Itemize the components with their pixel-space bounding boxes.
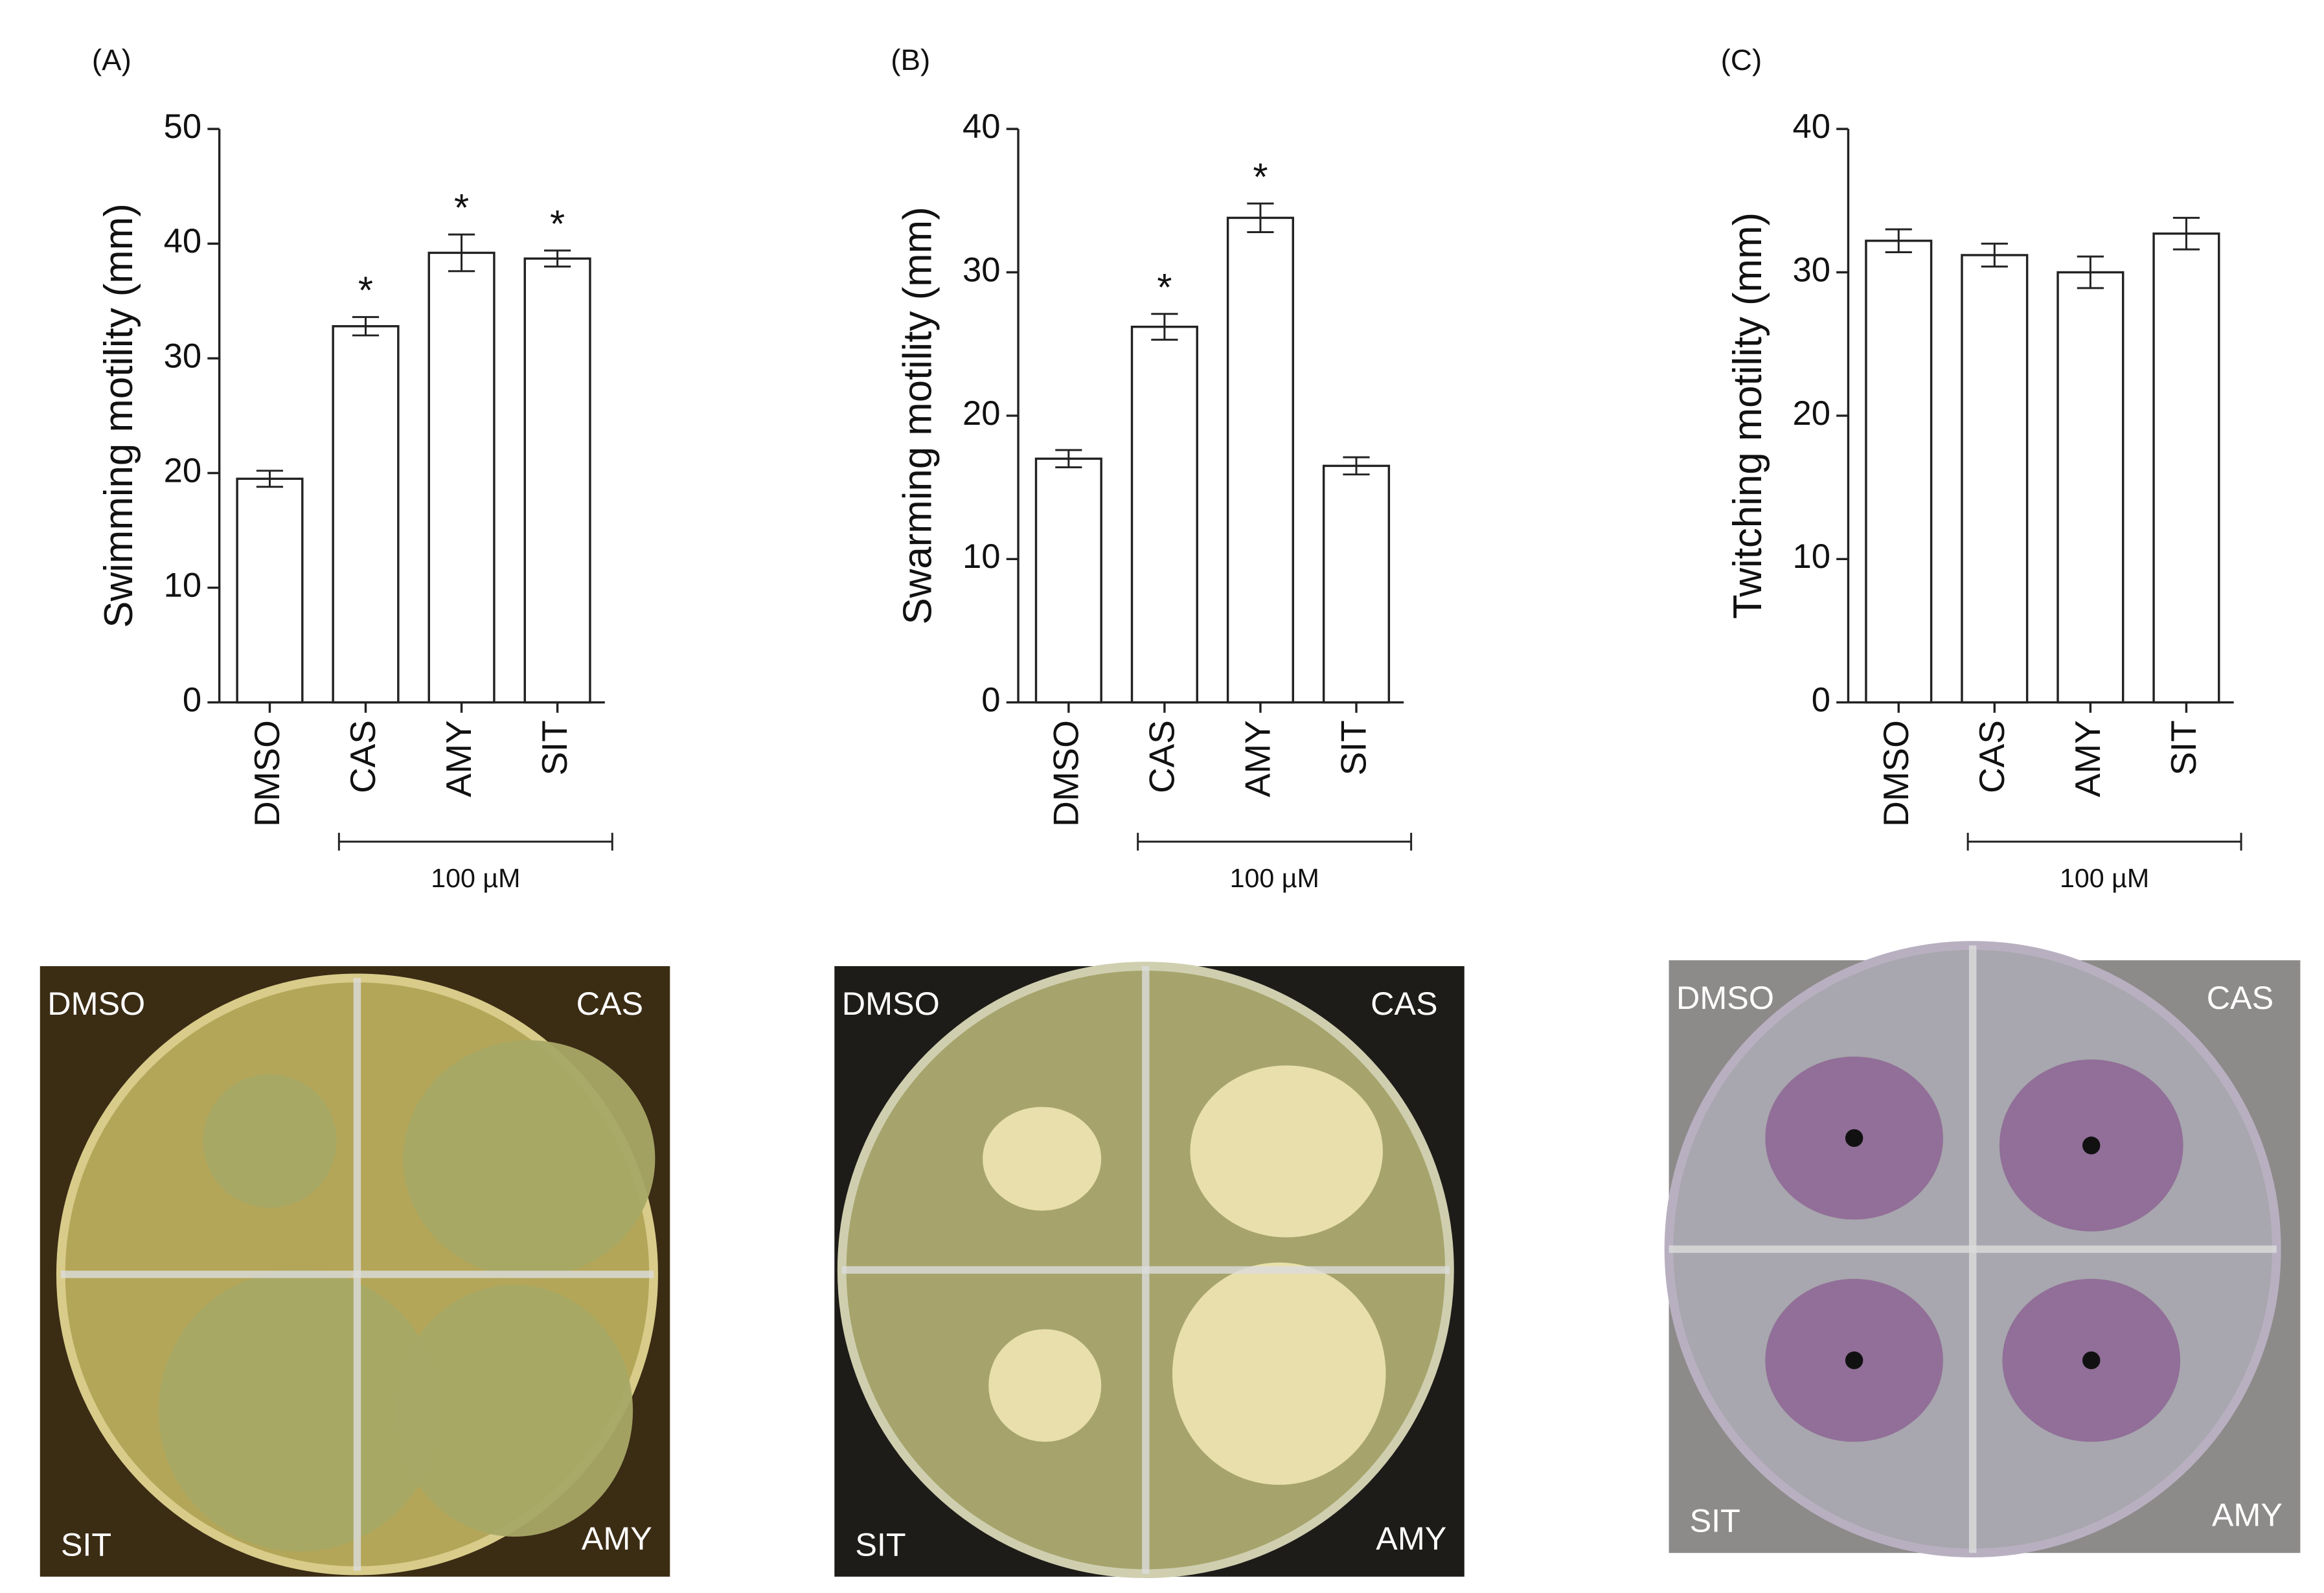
plate-label: AMY [2212,1497,2283,1533]
error-bar [352,316,380,337]
x-tick-label: DMSO [247,720,287,827]
y-axis-label: Swarming motility (mm) [895,207,940,624]
plate-label: AMY [1376,1520,1446,1557]
x-tick-label: SIT [1333,720,1373,775]
colony [983,1107,1102,1211]
bar [523,257,591,704]
y-tick-label: 30 [164,337,202,375]
y-tick-label: 50 [164,107,202,146]
panel-label: (B) [891,43,930,76]
colony [1190,1065,1383,1237]
bar [1034,457,1102,704]
error-bar [544,249,571,268]
x-tick-label: CAS [1972,720,2012,793]
plate-photo: DMSO CAS SIT AMY [40,966,670,1577]
x-tick-label: AMY [2068,720,2108,797]
y-axis-label: Swimming motility (mm) [97,203,141,627]
x-tick-label: CAS [1141,720,1181,793]
y-tick-label: 10 [1792,537,1830,576]
plate-photo: DMSO CAS SIT AMY [834,962,1464,1579]
plate-label: CAS [1371,985,1437,1022]
plate-label: DMSO [1676,979,1774,1016]
error-bar [1055,449,1082,469]
error-bar [1343,456,1370,476]
error-bar [1885,228,1912,254]
inoculation-point [2082,1351,2101,1370]
bar [236,477,304,704]
bar [1961,254,2029,704]
bar [1130,325,1198,704]
bar [1322,464,1391,704]
y-tick-label: 40 [164,222,202,260]
plate-label: SIT [61,1526,111,1563]
plate-label: DMSO [842,985,940,1022]
plate-label: AMY [582,1520,652,1557]
error-bar [1151,313,1178,341]
significance-mark: * [550,202,565,245]
panel-label: (A) [92,43,131,76]
bracket-label: 100 µM [1230,863,1319,893]
inoculation-point [1845,1129,1863,1147]
bar [2056,271,2125,704]
error-bar [1247,202,1274,234]
plate-photo: DMSO CAS SIT AMY [1664,941,2301,1558]
y-tick-label: 30 [963,251,1001,289]
x-tick-label: CAS [343,720,383,793]
y-tick-label: 10 [164,566,202,604]
bar [1865,240,1933,704]
bar [332,325,400,704]
x-tick-label: AMY [439,720,479,797]
error-bar [448,233,475,273]
significance-mark: * [358,269,373,312]
colony [988,1329,1102,1442]
y-tick-label: 40 [963,107,1001,146]
colony [403,1040,655,1278]
bar [427,251,496,704]
x-tick-label: DMSO [1045,720,1086,827]
y-tick-label: 40 [1792,107,1830,146]
bar [1226,216,1294,704]
x-tick-label: AMY [1237,720,1277,797]
inoculation-point [1845,1351,1863,1370]
significance-mark: * [454,186,469,229]
colony [395,1284,633,1537]
colony [1172,1262,1386,1485]
error-bar [256,469,284,488]
colony [158,1270,440,1552]
plate-label: DMSO [47,985,145,1022]
x-tick-label: SIT [534,720,575,775]
error-bar [2077,255,2104,289]
plate-label: SIT [855,1526,906,1563]
bracket-label: 100 µM [2060,863,2149,893]
x-tick-label: SIT [2163,720,2204,775]
inoculation-point [2082,1136,2101,1155]
bracket-label: 100 µM [431,863,520,893]
y-tick-label: 20 [963,394,1001,433]
y-axis-label: Twitching motility (mm) [1726,212,1770,619]
significance-mark: * [1253,155,1268,198]
y-tick-label: 0 [981,681,1000,719]
colony [203,1074,337,1208]
bar [2152,232,2220,704]
y-tick-label: 30 [1792,251,1830,289]
x-tick-label: DMSO [1876,720,1916,827]
y-tick-label: 0 [183,681,201,719]
error-bar [1981,242,2008,268]
significance-mark: * [1157,266,1172,309]
error-bar [2172,216,2200,251]
plate-label: CAS [2207,979,2273,1016]
plate-label: SIT [1690,1502,1740,1539]
plate-label: CAS [576,985,643,1022]
y-tick-label: 20 [164,451,202,490]
panel-label: (C) [1721,43,1762,76]
y-tick-label: 0 [1812,681,1830,719]
y-tick-label: 20 [1792,394,1830,433]
y-tick-label: 10 [963,537,1001,576]
